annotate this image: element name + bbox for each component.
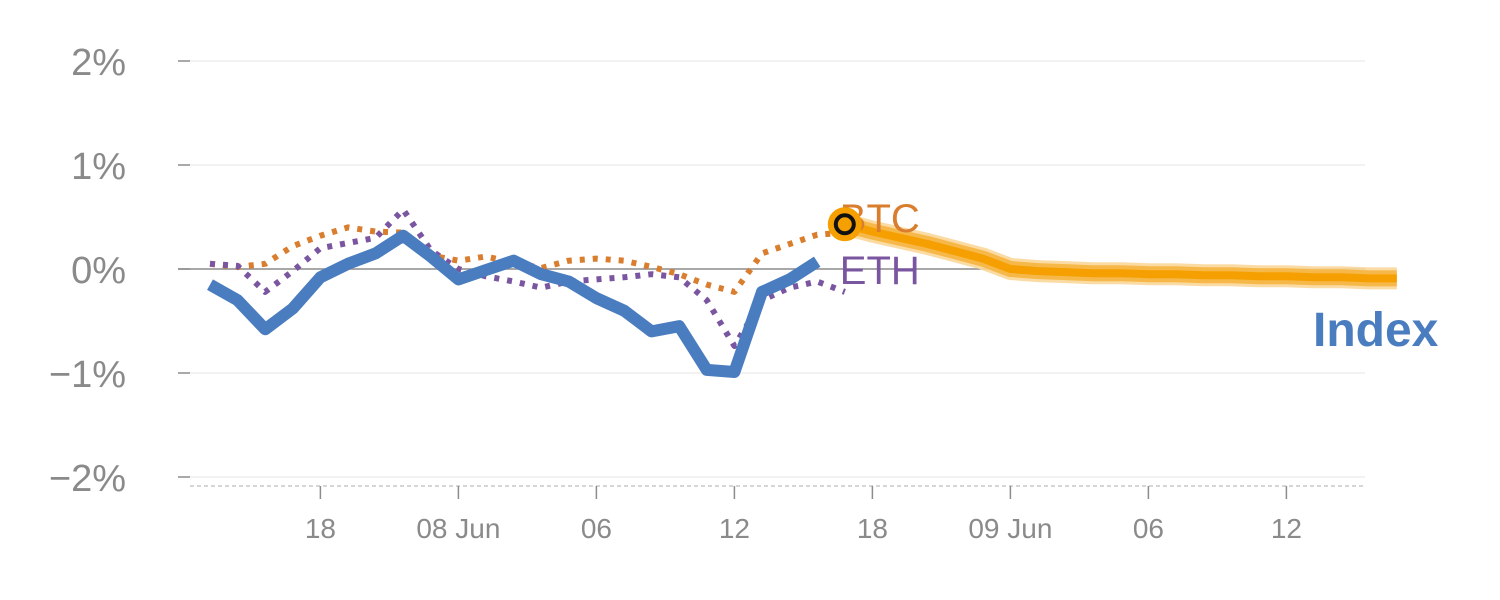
y-axis: 2% 1% 0% −1% −2% — [49, 42, 190, 500]
series-label-index: Index — [1313, 304, 1439, 357]
x-tick-label: 09 Jun — [968, 513, 1052, 544]
x-tick-label: 06 — [581, 513, 612, 544]
y-tick-label: 2% — [71, 42, 126, 84]
x-tick-label: 12 — [719, 513, 750, 544]
x-axis: 18 08 Jun 06 12 18 09 Jun 06 12 — [190, 485, 1365, 544]
y-tick-label: −1% — [49, 354, 126, 396]
x-tick-label: 06 — [1133, 513, 1164, 544]
x-tick-label: 18 — [305, 513, 336, 544]
forecast-line — [843, 220, 1397, 283]
series-label-eth: ETH — [840, 249, 920, 293]
eth-line — [209, 206, 846, 349]
y-tick-label: −2% — [49, 458, 126, 500]
y-tick-label: 1% — [71, 146, 126, 188]
x-tick-label: 18 — [857, 513, 888, 544]
x-tick-label: 12 — [1271, 513, 1302, 544]
index-line — [207, 229, 821, 378]
gridlines — [178, 60, 1365, 478]
y-tick-label: 0% — [71, 250, 126, 292]
x-tick-label: 08 Jun — [416, 513, 500, 544]
current-point-marker-inner — [833, 213, 856, 236]
